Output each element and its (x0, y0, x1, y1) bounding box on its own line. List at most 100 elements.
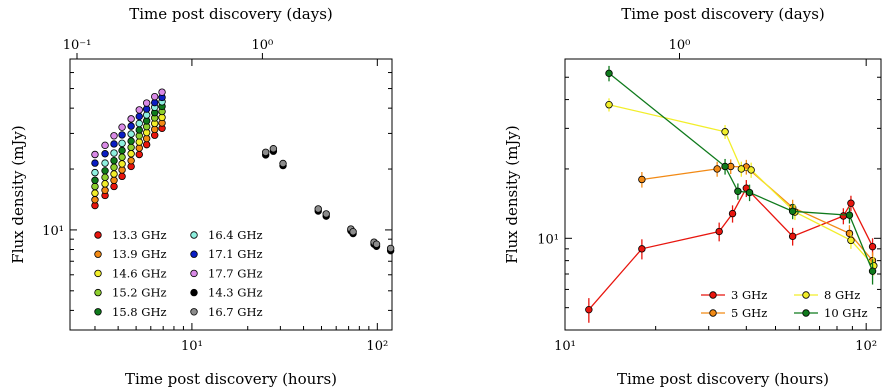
right-ylabel: Flux density (mJy) (503, 125, 521, 263)
left-ticks: 10¹ 10² 10¹ 10⁻¹ 10⁰ (42, 38, 392, 354)
left-point-15-8-ghz (101, 167, 109, 175)
left-point-16-7-ghz (279, 159, 287, 168)
right-marks (585, 65, 878, 323)
right-point-10-ghz (788, 207, 797, 215)
left-point-17-7-ghz (151, 92, 159, 101)
right-point-3-ghz (847, 199, 855, 207)
left-legend-label: 16.7 GHz (208, 305, 263, 319)
left-ytick-label: 10¹ (42, 224, 64, 239)
left-xlabel: Time post discovery (hours) (125, 370, 337, 388)
left-point-15-8-ghz (135, 126, 143, 134)
left-legend-label: 15.8 GHz (112, 305, 167, 319)
left-point-16-7-ghz (261, 148, 270, 156)
left-legend-marker (94, 308, 102, 316)
left-point-13-3-ghz (118, 172, 126, 181)
left-point-13-3-ghz (142, 140, 151, 149)
left-point-17-1-ghz (118, 131, 126, 139)
right-point-3-ghz (868, 242, 877, 251)
right-point-8-ghz (847, 236, 855, 245)
right-legend-label: 5 GHz (731, 306, 767, 320)
left-legend-marker (190, 288, 198, 297)
left-point-13-9-ghz (127, 156, 135, 165)
left-point-17-1-ghz (101, 150, 109, 158)
left-legend-label: 14.6 GHz (112, 266, 167, 280)
left-plot-frame (69, 58, 393, 331)
right-ytick-label: 10¹ (537, 232, 559, 247)
right-legend-marker (709, 309, 717, 317)
right-point-3-ghz (788, 232, 797, 241)
left-legend: 13.3 GHz 13.9 GHz 14.6 GHz 15.2 GHz 15.8 GHz… (94, 228, 263, 319)
left-point-17-1-ghz (135, 112, 143, 121)
left-xtick-label: 10² (366, 339, 388, 354)
right-legend: 3 GHz 5 GHz 8 GHz 10 GHz (701, 288, 868, 320)
right-ticks: 10¹ 10² 10¹ 10⁰ (537, 38, 881, 354)
left-point-16-7-ghz (269, 145, 278, 153)
right-plot-frame (564, 58, 882, 331)
right-legend-marker (709, 291, 717, 299)
right-xtick-label: 10¹ (554, 339, 576, 354)
left-point-16-4-ghz (118, 139, 126, 148)
left-point-16-7-ghz (322, 210, 330, 218)
left-legend-label: 16.4 GHz (208, 228, 263, 242)
left-point-13-9-ghz (110, 176, 118, 184)
right-line-5-ghz (641, 165, 874, 262)
right-point-10-ghz (734, 187, 742, 195)
left-legend-label: 15.2 GHz (112, 286, 167, 300)
right-point-10-ghz (745, 188, 754, 197)
left-point-14-6-ghz (135, 138, 143, 146)
right-point-10-ghz (845, 211, 854, 219)
left-point-15-8-ghz (127, 137, 135, 145)
left-point-16-4-ghz (127, 130, 135, 138)
right-point-8-ghz (721, 128, 729, 136)
right-point-5-ghz (845, 229, 854, 238)
right-point-8-ghz (737, 165, 746, 173)
right-point-5-ghz (713, 165, 721, 173)
left-point-16-4-ghz (135, 119, 143, 128)
right-point-10-ghz (868, 267, 877, 275)
left-point-15-2-ghz (91, 182, 99, 191)
left-point-17-7-ghz (101, 141, 109, 150)
left-point-16-4-ghz (110, 149, 118, 157)
left-legend-marker (94, 288, 102, 297)
left-point-14-6-ghz (91, 189, 99, 197)
left-legend-label: 17.7 GHz (208, 266, 263, 280)
left-legend-marker (190, 308, 198, 316)
left-point-14-6-ghz (110, 170, 118, 178)
left-point-15-8-ghz (91, 176, 99, 184)
left-legend-marker (190, 250, 198, 258)
left-point-15-8-ghz (118, 146, 126, 155)
left-legend-marker (94, 250, 102, 258)
left-point-14-6-ghz (127, 150, 135, 158)
right-point-3-ghz (728, 209, 737, 218)
left-legend-marker (190, 231, 198, 239)
left-point-13-9-ghz (101, 186, 109, 194)
left-xtick-label: 10¹ (181, 339, 203, 354)
right-panel: Time post discovery (hours) Time post di… (503, 5, 882, 388)
right-line-8-ghz (608, 104, 875, 267)
left-point-13-3-ghz (110, 182, 118, 191)
left-point-17-7-ghz (118, 123, 126, 131)
left-legend-label: 14.3 GHz (208, 286, 263, 300)
right-point-3-ghz (585, 305, 593, 314)
left-point-17-1-ghz (110, 140, 118, 148)
left-top-xlabel: Time post discovery (days) (129, 5, 333, 23)
left-point-15-2-ghz (101, 173, 109, 182)
left-point-16-7-ghz (314, 205, 322, 213)
left-top-xtick-label: 10⁰ (252, 38, 274, 53)
left-point-13-9-ghz (91, 196, 99, 204)
left-point-17-7-ghz (135, 106, 143, 114)
left-legend-label: 13.9 GHz (112, 247, 167, 261)
left-point-17-7-ghz (110, 132, 118, 140)
left-legend-label: 17.1 GHz (208, 247, 263, 261)
left-point-17-7-ghz (91, 150, 99, 159)
right-legend-label: 8 GHz (824, 288, 860, 302)
right-point-3-ghz (638, 245, 646, 253)
left-point-16-4-ghz (101, 159, 109, 167)
left-point-14-6-ghz (101, 180, 109, 188)
left-point-14-6-ghz (118, 160, 126, 168)
left-point-17-1-ghz (91, 159, 99, 167)
left-point-16-7-ghz (349, 227, 357, 236)
right-legend-label: 10 GHz (824, 306, 868, 320)
right-point-10-ghz (721, 162, 729, 171)
